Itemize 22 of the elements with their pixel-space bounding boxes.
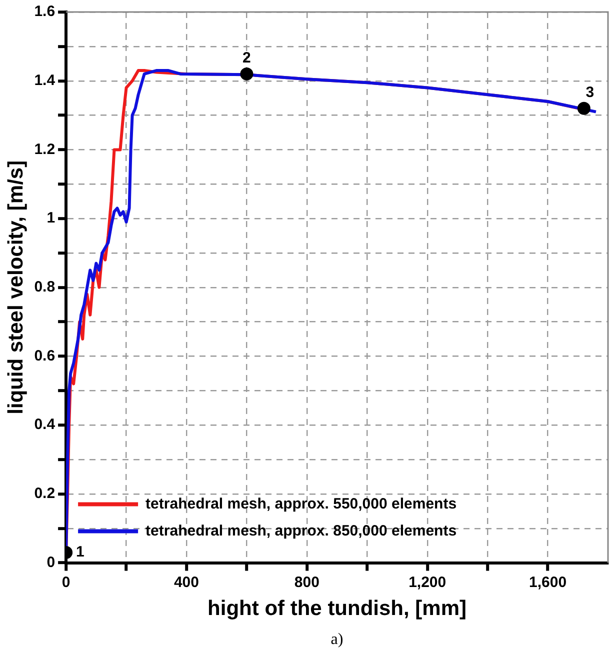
x-tick-label: 1,600 [529,574,567,591]
y-tick-label: 1 [46,210,56,227]
annotation: 3 [586,84,594,102]
y-axis-title: liquid steel velocity, [m/s] [4,160,28,414]
x-axis-title: hight of the tundish, [mm] [208,597,467,620]
x-tick-label: 400 [174,574,199,591]
y-tick-label: 0.4 [34,416,56,434]
y-tick-label: 0 [46,554,56,571]
x-tick-label: 800 [294,574,320,591]
legend-label: tetrahedral mesh, approx. 850,000 elements [146,522,457,540]
x-tick-label: 1,200 [408,574,446,591]
text: a) [330,631,344,648]
y-tick-label: 0.8 [34,278,56,296]
y-tick-label: 0.2 [34,485,56,502]
x-tick-label: 0 [62,574,70,591]
annotation: 1 [76,544,84,561]
annotation: 2 [242,50,251,67]
legend-label: tetrahedral mesh, approx. 550,000 elements [146,495,457,512]
y-tick-label: 1.2 [34,140,56,158]
y-tick-label: 1.4 [34,72,56,89]
y-tick-label: 1.6 [34,3,56,20]
y-tick-label: 0.6 [34,347,56,364]
